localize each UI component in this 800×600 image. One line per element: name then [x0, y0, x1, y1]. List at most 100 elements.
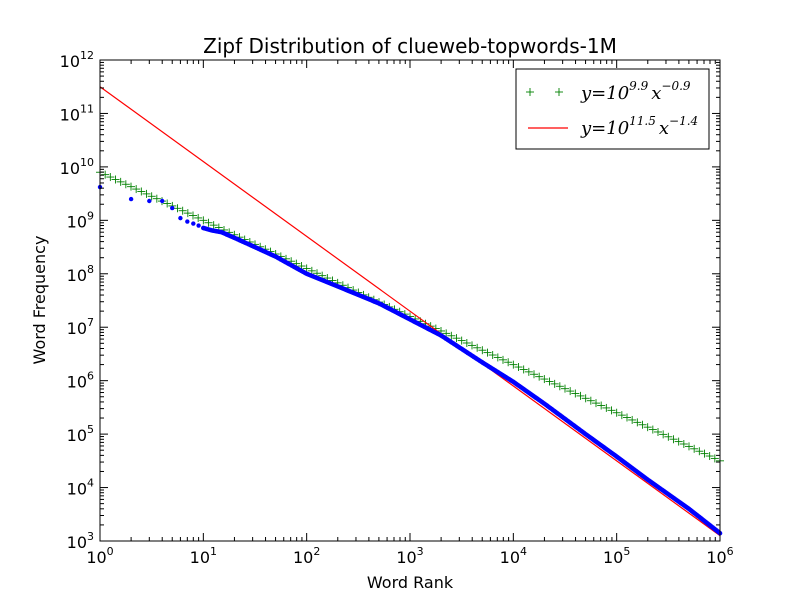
data-point [147, 198, 152, 204]
fit-plus-marker [685, 442, 693, 451]
x-tick-label: 102 [293, 545, 320, 567]
fit-plus-marker [586, 396, 595, 405]
fit-plus-marker [101, 170, 110, 179]
fit-plus-marker [700, 449, 709, 458]
fit-plus-marker [555, 382, 564, 391]
y-tick-label: 107 [67, 316, 94, 338]
fit-plus-marker [209, 221, 218, 230]
fit-plus-marker [142, 189, 151, 198]
fit-plus-marker [457, 336, 466, 345]
fit-plus-marker [524, 367, 533, 376]
fit-plus-marker [509, 360, 518, 369]
data-point [196, 223, 201, 228]
fit-plus-marker [535, 372, 544, 381]
fit-plus-marker [147, 192, 156, 201]
fit-plus-marker [571, 389, 580, 398]
fit-plus-marker [530, 370, 538, 379]
data-point [160, 198, 165, 204]
x-axis-ticks: 100 101 102 103 104 105 106 [86, 60, 734, 567]
data-point [191, 221, 196, 226]
x-tick-label: 100 [86, 545, 113, 567]
fit-plus-marker [452, 334, 461, 343]
fit-plus-marker [540, 375, 549, 384]
fit-plus-marker [204, 218, 213, 227]
x-axis-label: Word Rank [367, 573, 454, 592]
fit-plus-marker [127, 182, 135, 191]
fit-plus-marker [576, 391, 585, 400]
x-tick-label: 105 [603, 545, 630, 567]
fit-plus-marker [664, 432, 673, 441]
y-axis-ticks: 103 104 105 106 107 108 109 1010 1011 1012 [60, 49, 720, 552]
fit-plus-marker [504, 358, 513, 367]
fit-plus-marker [643, 423, 652, 432]
x-tick-label: 103 [396, 545, 423, 567]
fit-plus-marker [132, 185, 141, 194]
fit-plus-marker [592, 399, 600, 408]
legend-green-label: y=109.9 x−0.9 [580, 79, 691, 104]
fit-plus-marker [106, 173, 115, 182]
fit-plus-marker [566, 387, 575, 396]
fit-plus-marker [116, 177, 125, 186]
fit-plus-marker [648, 425, 657, 434]
fit-plus-marker [514, 363, 523, 372]
fit-plus-marker [199, 216, 208, 225]
fit-plus-marker [602, 403, 611, 412]
x-tick-label: 104 [500, 545, 527, 567]
fit-plus-marker [121, 180, 130, 189]
fit-plus-marker [111, 175, 120, 184]
fit-plus-marker [654, 427, 662, 436]
fit-plus-marker [561, 384, 569, 393]
fit-plus-marker [462, 338, 471, 347]
data-point [178, 215, 183, 221]
y-tick-label: 106 [67, 370, 94, 392]
fit-plus-marker [194, 213, 203, 222]
fit-plus-marker [710, 454, 719, 463]
fit-plus-marker [679, 439, 688, 448]
data-point [170, 205, 175, 211]
fit-plus-marker [659, 430, 668, 439]
y-tick-label: 1011 [60, 102, 94, 124]
fit-plus-marker [695, 447, 704, 456]
y-tick-label: 1010 [60, 156, 94, 178]
fit-plus-marker [163, 199, 172, 208]
fit-plus-marker [302, 264, 311, 273]
fit-plus-marker [550, 379, 559, 388]
fit-plus-marker [178, 206, 187, 215]
fit-plus-marker [628, 415, 637, 424]
fit-plus-marker [493, 353, 502, 362]
fit-plus-marker [597, 401, 606, 410]
fit-plus-marker [519, 365, 528, 374]
fit-plus-marker [442, 329, 451, 338]
data-markers [97, 184, 723, 536]
fit-plus-marker [607, 406, 616, 415]
fit-plus-marker [488, 351, 497, 360]
y-tick-label: 104 [67, 477, 94, 499]
fit-plus-marker [183, 209, 192, 218]
fit-plus-marker [690, 444, 699, 453]
x-tick-label: 101 [190, 545, 217, 567]
fit-plus-marker [473, 343, 482, 352]
fit-plus-marker [499, 355, 507, 364]
x-tick-label: 106 [706, 545, 733, 567]
fit-line-red [99, 86, 721, 537]
fit-plus-marker [447, 331, 456, 340]
fit-plus-marker [623, 413, 631, 422]
fit-plus-marker [152, 194, 161, 203]
fit-plus-marker [674, 437, 683, 446]
fit-plus-marker [617, 411, 626, 420]
fit-plus-marker [638, 420, 647, 429]
fit-plus-marker [483, 348, 492, 357]
fit-plus-marker [173, 204, 182, 213]
y-tick-label: 105 [67, 423, 94, 445]
data-point [185, 219, 190, 224]
fit-plus-marker [612, 408, 621, 417]
legend: y=109.9 x−0.9 y=1011.5 x−1.4 [515, 68, 710, 150]
fit-plus-marker [478, 346, 487, 355]
fit-plus-marker [468, 341, 476, 350]
legend-red-label: y=1011.5 x−1.4 [580, 114, 698, 139]
fit-plus-marker [545, 377, 554, 386]
fit-plus-marker [669, 435, 678, 444]
legend-green-plus-marker [526, 88, 563, 96]
y-axis-label: Word Frequency [30, 236, 49, 365]
